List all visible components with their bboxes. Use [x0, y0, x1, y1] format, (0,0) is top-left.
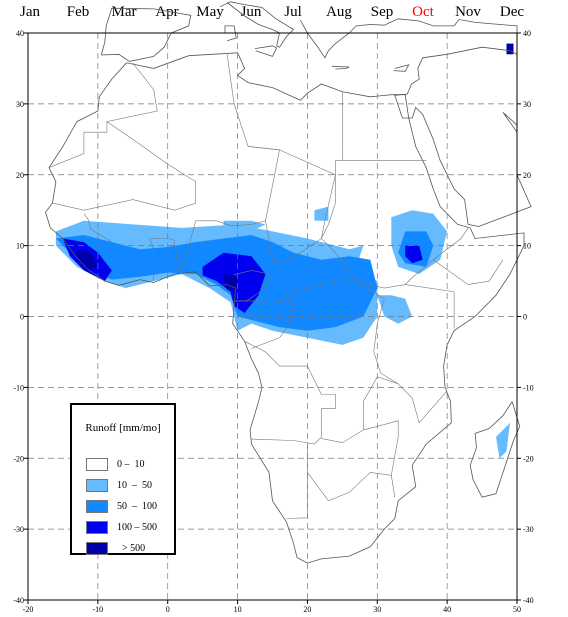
legend-swatch — [86, 458, 108, 471]
month-oct[interactable]: Oct — [412, 4, 434, 20]
lat-tick-label-right: 20 — [523, 171, 531, 180]
country-border — [83, 213, 112, 243]
runoff-layer — [55, 43, 514, 459]
lat-tick-label-left: 10 — [16, 242, 24, 251]
legend-title: Runoff [mm/mo] — [85, 422, 161, 434]
legend-label: 50 – 100 — [117, 501, 157, 512]
lat-tick-label-left: -20 — [13, 454, 24, 463]
lon-tick-label: 40 — [443, 605, 451, 614]
legend-item: 50 – 100 — [86, 500, 176, 514]
legend-item: 0 – 10 — [86, 458, 176, 472]
lon-tick-label: 0 — [166, 605, 170, 614]
legend-label: 100 – 500 — [117, 522, 157, 533]
country-border — [321, 420, 399, 476]
country-border — [286, 442, 308, 519]
country-border — [181, 220, 266, 268]
legend-item: 100 – 500 — [86, 521, 176, 535]
runoff-area — [405, 245, 423, 264]
coastline — [100, 7, 192, 62]
lat-tick-label-right: -30 — [523, 525, 534, 534]
country-border — [52, 121, 196, 211]
month-may[interactable]: May — [196, 4, 224, 20]
lon-tick-label: 20 — [303, 605, 311, 614]
legend-swatch — [86, 479, 108, 492]
country-border — [433, 259, 504, 285]
runoff-area — [76, 249, 98, 271]
lat-tick-label-right: -20 — [523, 454, 534, 463]
lat-tick-label-left: -30 — [13, 525, 24, 534]
month-selector: Jan Feb Mar Apr May Jun Jul Aug Sep Oct Nov Dec — [0, 4, 568, 28]
coastline — [300, 18, 532, 227]
tick-labels: -20 -10 0 10 20 30 40 50 40 40 30 30 20 20 10 10 0 0 -10 -1… — [13, 29, 533, 614]
legend-item: > 500 — [86, 542, 176, 556]
lat-tick-label-left: 0 — [20, 313, 24, 322]
lon-tick-label: 30 — [373, 605, 381, 614]
month-jul[interactable]: Jul — [284, 4, 302, 20]
coastline — [331, 65, 350, 70]
lat-tick-label-left: 20 — [16, 171, 24, 180]
month-sep[interactable]: Sep — [370, 4, 394, 20]
runoff-area — [314, 206, 329, 221]
lon-tick-label: -10 — [93, 605, 104, 614]
month-apr[interactable]: Apr — [155, 4, 179, 20]
country-border — [234, 280, 448, 424]
lat-tick-label-right: 40 — [523, 29, 531, 38]
lat-tick-label-right: 0 — [523, 313, 527, 322]
legend: Runoff [mm/mo] 0 – 10 10 – 50 50 – 100 100 … — [70, 403, 176, 555]
coastline — [45, 52, 525, 564]
lon-tick-label: -20 — [23, 605, 34, 614]
country-border — [405, 284, 455, 329]
legend-label: 10 – 50 — [117, 480, 152, 491]
country-border — [48, 62, 158, 168]
country-border — [149, 238, 180, 282]
legend-label: > 500 — [117, 543, 146, 554]
month-aug[interactable]: Aug — [326, 4, 352, 20]
coastline — [254, 45, 278, 57]
lat-tick-label-left: -10 — [13, 383, 24, 392]
runoff-area — [377, 295, 413, 324]
country-border — [251, 299, 294, 349]
lat-tick-label-left: -40 — [13, 596, 24, 605]
lat-tick-label-right: 10 — [523, 242, 531, 251]
legend-item: 10 – 50 — [86, 479, 176, 493]
country-border — [244, 341, 336, 445]
country-border — [307, 472, 396, 502]
grid-layer — [28, 33, 517, 600]
coastline — [224, 25, 237, 42]
lat-tick-label-left: 40 — [16, 29, 24, 38]
country-border — [226, 54, 343, 176]
lat-tick-label-right: -10 — [523, 383, 534, 392]
country-border — [321, 174, 469, 289]
month-jun[interactable]: Jun — [240, 4, 262, 20]
month-feb[interactable]: Feb — [66, 4, 90, 20]
country-border — [248, 146, 336, 264]
lon-tick-label: 50 — [513, 605, 521, 614]
month-dec[interactable]: Dec — [499, 4, 525, 20]
country-border — [362, 376, 399, 430]
legend-swatch — [86, 542, 108, 555]
runoff-area — [496, 422, 510, 459]
month-jan[interactable]: Jan — [20, 4, 40, 20]
coastline — [393, 64, 410, 72]
lon-tick-label: 10 — [234, 605, 242, 614]
legend-label: 0 – 10 — [117, 459, 145, 470]
lat-tick-label-right: -40 — [523, 596, 534, 605]
runoff-area — [55, 235, 378, 331]
month-nov[interactable]: Nov — [455, 4, 481, 20]
legend-swatch — [86, 521, 108, 534]
lat-tick-label-left: 30 — [16, 100, 24, 109]
coastline — [469, 401, 521, 498]
legend-swatch — [86, 500, 108, 513]
country-border — [234, 270, 270, 302]
runoff-area — [506, 43, 514, 55]
coastline — [219, 1, 295, 48]
lat-tick-label-right: 30 — [523, 100, 531, 109]
